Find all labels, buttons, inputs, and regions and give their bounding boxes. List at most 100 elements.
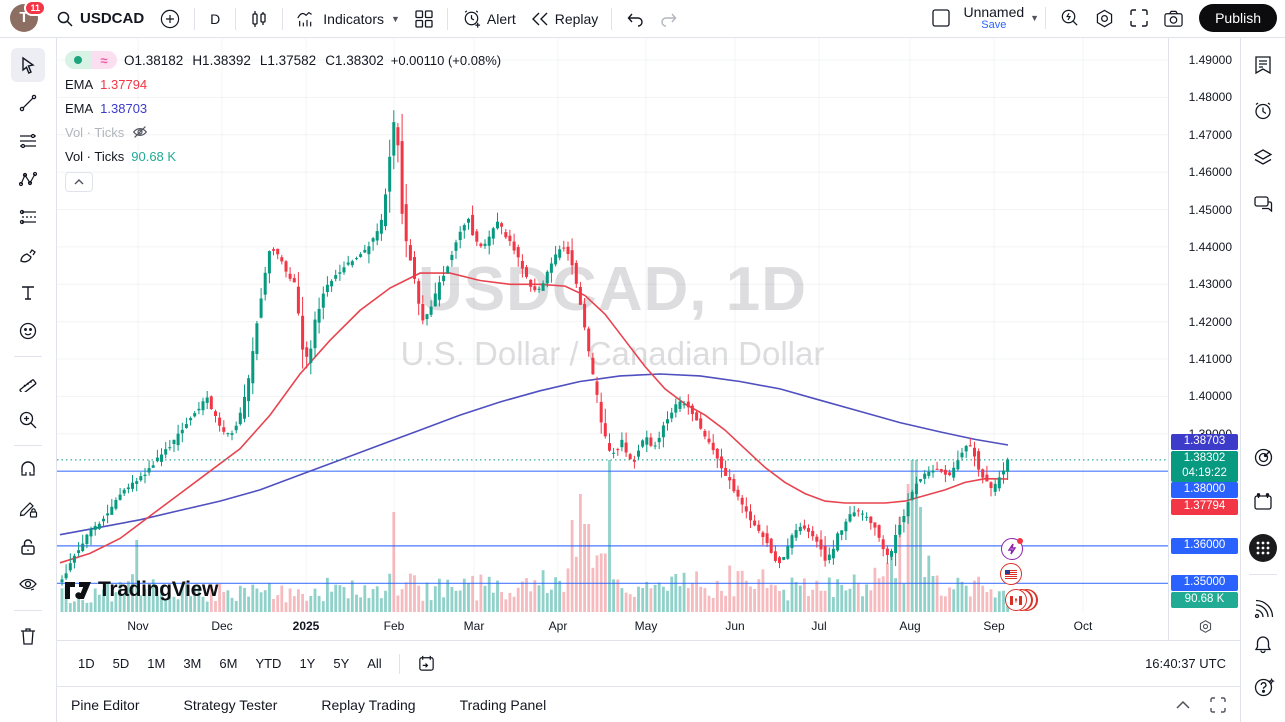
right-sidebar [1240,38,1285,722]
quick-search-button[interactable] [1052,4,1087,33]
chevron-up-icon[interactable] [1176,700,1190,709]
chevron-down-icon[interactable]: ▼ [1030,13,1040,24]
legend-ema-fast-row[interactable]: EMA 1.37794 [65,72,501,96]
legend-vol-hidden-row[interactable]: Vol · Ticks [65,120,501,144]
upcoming-event-marker[interactable] [1001,538,1023,560]
grid-layout-button[interactable] [407,5,441,33]
magnet-tool[interactable] [11,454,45,488]
ruler-tool[interactable] [11,365,45,399]
range-button-3m[interactable]: 3M [183,656,202,671]
emoji-tool[interactable] [11,314,45,348]
chart-style-button[interactable] [242,5,276,33]
object-tree-button[interactable] [1246,140,1280,174]
axis-corner[interactable] [1168,612,1240,640]
ca-events-marker[interactable] [1005,589,1027,611]
time-tick: Oct [1073,619,1093,633]
layout-save-button[interactable]: Unnamed Save [959,3,1028,33]
watchlist-button[interactable] [1246,48,1280,82]
layout-name[interactable]: Unnamed [963,4,1025,21]
apps-button[interactable] [1246,531,1280,565]
range-button-1d[interactable]: 1D [78,656,95,671]
zoom-in-tool[interactable] [11,403,45,437]
range-button-6m[interactable]: 6M [219,656,238,671]
fullscreen-button[interactable] [1122,4,1156,32]
brush-tool[interactable] [11,238,45,272]
text-icon [22,286,34,300]
chart-plot[interactable]: USDCAD, 1D U.S. Dollar / Canadian Dollar… [57,38,1168,612]
trash-tool[interactable] [11,619,45,653]
price-tick: 1.40000 [1188,389,1232,404]
user-menu-button[interactable]: T 11 [10,0,46,34]
symbol-search-button[interactable]: USDCAD [48,6,152,32]
time-axis-labels[interactable]: Nov Dec 2025 Feb Mar Apr May Jun Jul Aug Sep Oct [57,612,1168,640]
cursor-tool[interactable] [11,48,45,82]
replay-label: Replay [554,10,599,27]
tab-replay-trading[interactable]: Replay Trading [321,696,416,713]
range-button-all[interactable]: All [367,656,382,671]
chart-pane[interactable]: USDCAD, 1D U.S. Dollar / Canadian Dollar… [57,38,1240,612]
time-axis[interactable]: Nov Dec 2025 Feb Mar Apr May Jun Jul Aug Sep Oct [57,612,1240,640]
price-scale[interactable]: 1.49000 1.48000 1.47000 1.46000 1.45000 1.440… [1168,38,1240,612]
price-tick: 1.41000 [1188,352,1232,367]
range-button-5y[interactable]: 5Y [333,656,350,671]
footer-tabs: Pine Editor Strategy Tester Replay Trading… [57,686,1240,722]
alerts-panel-button[interactable] [1246,94,1280,128]
grid-layout-icon [415,9,433,28]
notifications-button[interactable] [1246,628,1280,662]
time-tick: Apr [548,619,568,633]
legend-vol-row[interactable]: Vol · Ticks 90.68 K [65,144,501,168]
fib-tool[interactable] [11,200,45,234]
drawing-toolbar [0,38,57,722]
lock-tool[interactable] [11,530,45,564]
market-status-pills[interactable]: ≈ [65,51,117,69]
tab-pine-editor[interactable]: Pine Editor [71,696,140,713]
streams-button[interactable] [1246,593,1280,627]
eye-off-icon[interactable] [131,123,149,141]
settings-button[interactable] [1087,4,1122,33]
hide-drawings-tool[interactable] [11,568,45,602]
clock-utc[interactable]: 16:40:37 UTC [1145,656,1226,671]
streams-icon [1254,599,1274,619]
apps-grid-icon [1249,534,1277,562]
go-to-date-button[interactable] [408,649,445,678]
chevron-down-icon[interactable]: ▼ [391,13,400,24]
pattern-tool[interactable] [11,162,45,196]
range-button-1y[interactable]: 1Y [299,656,316,671]
calendar-button[interactable] [1246,485,1280,519]
range-button-5d[interactable]: 5D [112,656,130,671]
expand-panel-icon[interactable] [1210,696,1226,713]
legend-symbol-row[interactable]: ≈ O1.38182 H1.38392 L1.37582 C1.38302 +0.00… [65,48,501,72]
trend-line-tool[interactable] [11,86,45,120]
quick-search-icon [1061,9,1078,26]
axis-settings-gear-icon[interactable] [1198,619,1213,634]
tab-trading-panel[interactable]: Trading Panel [459,696,547,713]
text-tool[interactable] [11,276,45,310]
screener-button[interactable] [1246,440,1280,474]
save-label[interactable]: Save [981,19,1007,32]
candlestick-chart[interactable] [57,38,1168,612]
tradingview-logo[interactable]: TradingView [65,578,218,602]
parallel-lines-tool[interactable] [11,124,45,158]
change-value: +0.00110 (+0.08%) [390,52,502,68]
alert-button[interactable]: Alert [454,4,523,33]
legend-collapse-button[interactable] [65,172,93,192]
chat-button[interactable] [1246,187,1280,221]
publish-button[interactable]: Publish [1199,4,1277,33]
draw-edit-tool[interactable] [11,492,45,526]
help-button[interactable] [1246,670,1280,704]
add-symbol-button[interactable] [152,4,188,34]
tab-strategy-tester[interactable]: Strategy Tester [183,696,278,713]
screenshot-button[interactable] [1156,5,1191,32]
interval-button[interactable]: D [210,10,221,27]
replay-button[interactable]: Replay [523,6,606,32]
layers-icon [1253,149,1273,165]
range-button-1m[interactable]: 1M [147,656,166,671]
legend-ema-slow-row[interactable]: EMA 1.38703 [65,96,501,120]
redo-button[interactable] [652,7,686,31]
layout-panel-button[interactable] [923,3,959,33]
us-event-marker[interactable] [1000,563,1022,585]
indicators-button[interactable]: Indicators ▼ [289,5,407,33]
watchlist-icon [1255,56,1271,75]
range-button-ytd[interactable]: YTD [255,656,282,671]
undo-button[interactable] [618,7,652,31]
